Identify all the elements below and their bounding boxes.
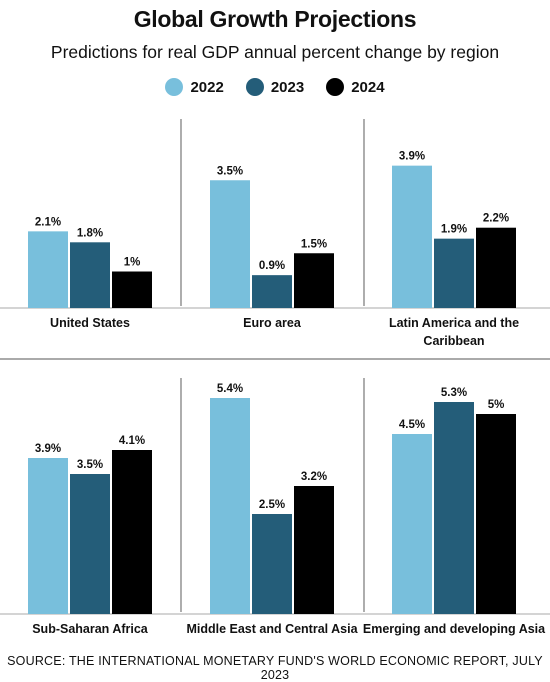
- bar-sub-saharan-africa-2024: [112, 450, 152, 614]
- legend-swatch: [245, 78, 264, 96]
- category-label: Sub-Saharan Africa: [32, 622, 149, 636]
- data-label: 1.5%: [301, 238, 327, 250]
- legend-label: 2022: [190, 78, 224, 96]
- data-label: 3.9%: [35, 443, 61, 455]
- data-label: 5%: [488, 399, 505, 411]
- data-label: 2.5%: [259, 499, 285, 511]
- legend-item-2024: 2024: [326, 78, 385, 96]
- bar-latin-america-and-the-caribbean-2023: [434, 238, 474, 308]
- legend: 2022 2023 2024: [0, 76, 550, 98]
- bar-middle-east-and-central-asia-2024: [294, 486, 334, 614]
- data-label: 1%: [124, 257, 141, 269]
- bar-latin-america-and-the-caribbean-2024: [476, 227, 516, 308]
- data-label: 3.5%: [77, 459, 103, 471]
- legend-swatch: [165, 78, 184, 96]
- data-label: 2.2%: [483, 213, 509, 225]
- data-label: 4.5%: [399, 419, 425, 431]
- category-label: United States: [50, 316, 130, 330]
- data-label: 0.9%: [259, 260, 285, 272]
- bar-emerging-and-developing-asia-2022: [392, 434, 432, 614]
- category-label: Middle East and Central Asia: [186, 622, 358, 636]
- bar-united-states-2023: [70, 242, 110, 308]
- bar-emerging-and-developing-asia-2023: [434, 402, 474, 614]
- chart-subtitle: Predictions for real GDP annual percent …: [50, 42, 500, 62]
- bar-united-states-2024: [112, 271, 152, 308]
- chart-title: Global Growth Projections: [133, 6, 417, 32]
- bar-euro-area-2023: [252, 275, 292, 308]
- bar-euro-area-2022: [210, 180, 250, 308]
- data-label: 2.1%: [35, 216, 61, 228]
- legend-item-2022: 2022: [165, 78, 224, 96]
- bar-middle-east-and-central-asia-2023: [252, 514, 292, 614]
- data-label: 3.5%: [217, 165, 243, 177]
- bar-latin-america-and-the-caribbean-2022: [392, 165, 432, 308]
- data-label: 4.1%: [119, 435, 145, 447]
- data-label: 3.2%: [301, 471, 327, 483]
- legend-label: 2024: [351, 78, 385, 96]
- bar-united-states-2022: [28, 231, 68, 308]
- category-label: Emerging and developing Asia: [363, 622, 546, 636]
- bar-sub-saharan-africa-2022: [28, 458, 68, 614]
- bar-euro-area-2024: [294, 253, 334, 308]
- data-label: 1.8%: [77, 227, 103, 239]
- bar-sub-saharan-africa-2023: [70, 474, 110, 614]
- bar-emerging-and-developing-asia-2024: [476, 414, 516, 614]
- data-label: 3.9%: [399, 151, 425, 163]
- data-label: 5.3%: [441, 387, 467, 399]
- category-label: Latin America and the: [389, 316, 519, 330]
- data-label: 5.4%: [217, 383, 243, 395]
- data-label: 1.9%: [441, 224, 467, 236]
- bar-middle-east-and-central-asia-2022: [210, 398, 250, 614]
- category-label: Caribbean: [423, 334, 484, 348]
- legend-swatch: [326, 78, 345, 96]
- category-label: Euro area: [243, 316, 302, 330]
- legend-label: 2023: [270, 78, 305, 96]
- legend-item-2023: 2023: [245, 78, 305, 96]
